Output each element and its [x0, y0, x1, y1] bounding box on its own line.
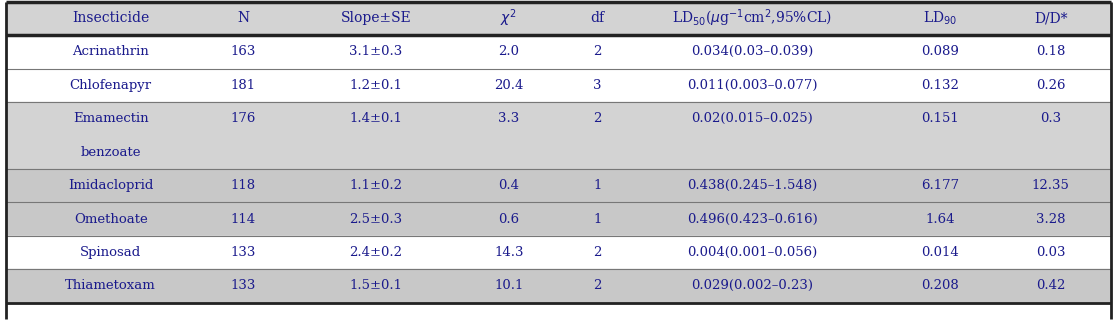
Text: 2.4±0.2: 2.4±0.2	[350, 246, 402, 259]
Text: 1.5±0.1: 1.5±0.1	[350, 280, 402, 292]
Text: N: N	[237, 11, 249, 25]
Text: 0.014: 0.014	[922, 246, 958, 259]
Text: 10.1: 10.1	[494, 280, 524, 292]
Text: benzoate: benzoate	[80, 146, 141, 159]
Text: 0.18: 0.18	[1035, 45, 1066, 58]
Text: 118: 118	[231, 179, 256, 192]
Text: 0.4: 0.4	[498, 179, 519, 192]
Text: 176: 176	[230, 112, 256, 125]
Bar	[6, 68, 1111, 102]
Text: df: df	[590, 11, 604, 25]
Text: 1: 1	[593, 179, 601, 192]
Text: 2: 2	[593, 246, 601, 259]
Text: 0.496(0.423–0.616): 0.496(0.423–0.616)	[687, 213, 818, 226]
Text: 20.4: 20.4	[494, 79, 524, 92]
Text: Emamectin: Emamectin	[73, 112, 149, 125]
Text: 1.4±0.1: 1.4±0.1	[350, 112, 402, 125]
Text: 0.02(0.015–0.025): 0.02(0.015–0.025)	[691, 112, 813, 125]
Text: Slope±SE: Slope±SE	[341, 11, 411, 25]
Text: 0.011(0.003–0.077): 0.011(0.003–0.077)	[687, 79, 818, 92]
Text: Chlofenapyr: Chlofenapyr	[69, 79, 152, 92]
Text: 163: 163	[230, 45, 256, 58]
Text: Insecticide: Insecticide	[71, 11, 150, 25]
Text: 0.3: 0.3	[1040, 112, 1061, 125]
Text: 181: 181	[231, 79, 256, 92]
Text: 0.438(0.245–1.548): 0.438(0.245–1.548)	[687, 179, 818, 192]
Text: 2: 2	[593, 112, 601, 125]
Text: 1.1±0.2: 1.1±0.2	[350, 179, 402, 192]
Bar	[6, 35, 1111, 68]
Text: 1.2±0.1: 1.2±0.1	[350, 79, 402, 92]
Bar	[6, 202, 1111, 236]
Text: 0.42: 0.42	[1035, 280, 1066, 292]
Bar	[6, 2, 1111, 35]
Text: 6.177: 6.177	[920, 179, 960, 192]
Text: D/D*: D/D*	[1034, 11, 1068, 25]
Text: 12.35: 12.35	[1032, 179, 1070, 192]
Text: 2: 2	[593, 45, 601, 58]
Text: Spinosad: Spinosad	[80, 246, 141, 259]
Text: 1: 1	[593, 213, 601, 226]
Text: 0.004(0.001–0.056): 0.004(0.001–0.056)	[687, 246, 818, 259]
Text: 0.03: 0.03	[1035, 246, 1066, 259]
Text: 14.3: 14.3	[494, 246, 524, 259]
Text: Acrinathrin: Acrinathrin	[73, 45, 149, 58]
Bar	[6, 269, 1111, 303]
Text: LD$_{90}$: LD$_{90}$	[923, 10, 957, 27]
Text: Omethoate: Omethoate	[74, 213, 147, 226]
Text: 3.3: 3.3	[498, 112, 519, 125]
Text: 0.132: 0.132	[922, 79, 960, 92]
Text: 2.0: 2.0	[498, 45, 519, 58]
Bar	[6, 169, 1111, 202]
Text: 0.26: 0.26	[1035, 79, 1066, 92]
Text: 1.64: 1.64	[925, 213, 955, 226]
Text: $\chi^2$: $\chi^2$	[500, 7, 517, 29]
Text: 3.28: 3.28	[1035, 213, 1066, 226]
Text: 2: 2	[593, 280, 601, 292]
Text: 114: 114	[231, 213, 256, 226]
Text: 0.6: 0.6	[498, 213, 519, 226]
Text: 2.5±0.3: 2.5±0.3	[350, 213, 402, 226]
Text: 0.208: 0.208	[922, 280, 958, 292]
Text: Thiametoxam: Thiametoxam	[65, 280, 156, 292]
Text: 0.029(0.002–0.23): 0.029(0.002–0.23)	[691, 280, 813, 292]
Bar	[6, 236, 1111, 269]
Text: 0.034(0.03–0.039): 0.034(0.03–0.039)	[691, 45, 813, 58]
Text: 133: 133	[230, 280, 256, 292]
Text: 133: 133	[230, 246, 256, 259]
Text: 0.089: 0.089	[922, 45, 960, 58]
Bar	[6, 102, 1111, 169]
Text: 0.151: 0.151	[922, 112, 958, 125]
Text: 3: 3	[593, 79, 601, 92]
Text: 3.1±0.3: 3.1±0.3	[350, 45, 402, 58]
Text: LD$_{50}$($\mu$g$^{-1}$cm$^2$,95%CL): LD$_{50}$($\mu$g$^{-1}$cm$^2$,95%CL)	[672, 7, 832, 29]
Text: Imidacloprid: Imidacloprid	[68, 179, 153, 192]
